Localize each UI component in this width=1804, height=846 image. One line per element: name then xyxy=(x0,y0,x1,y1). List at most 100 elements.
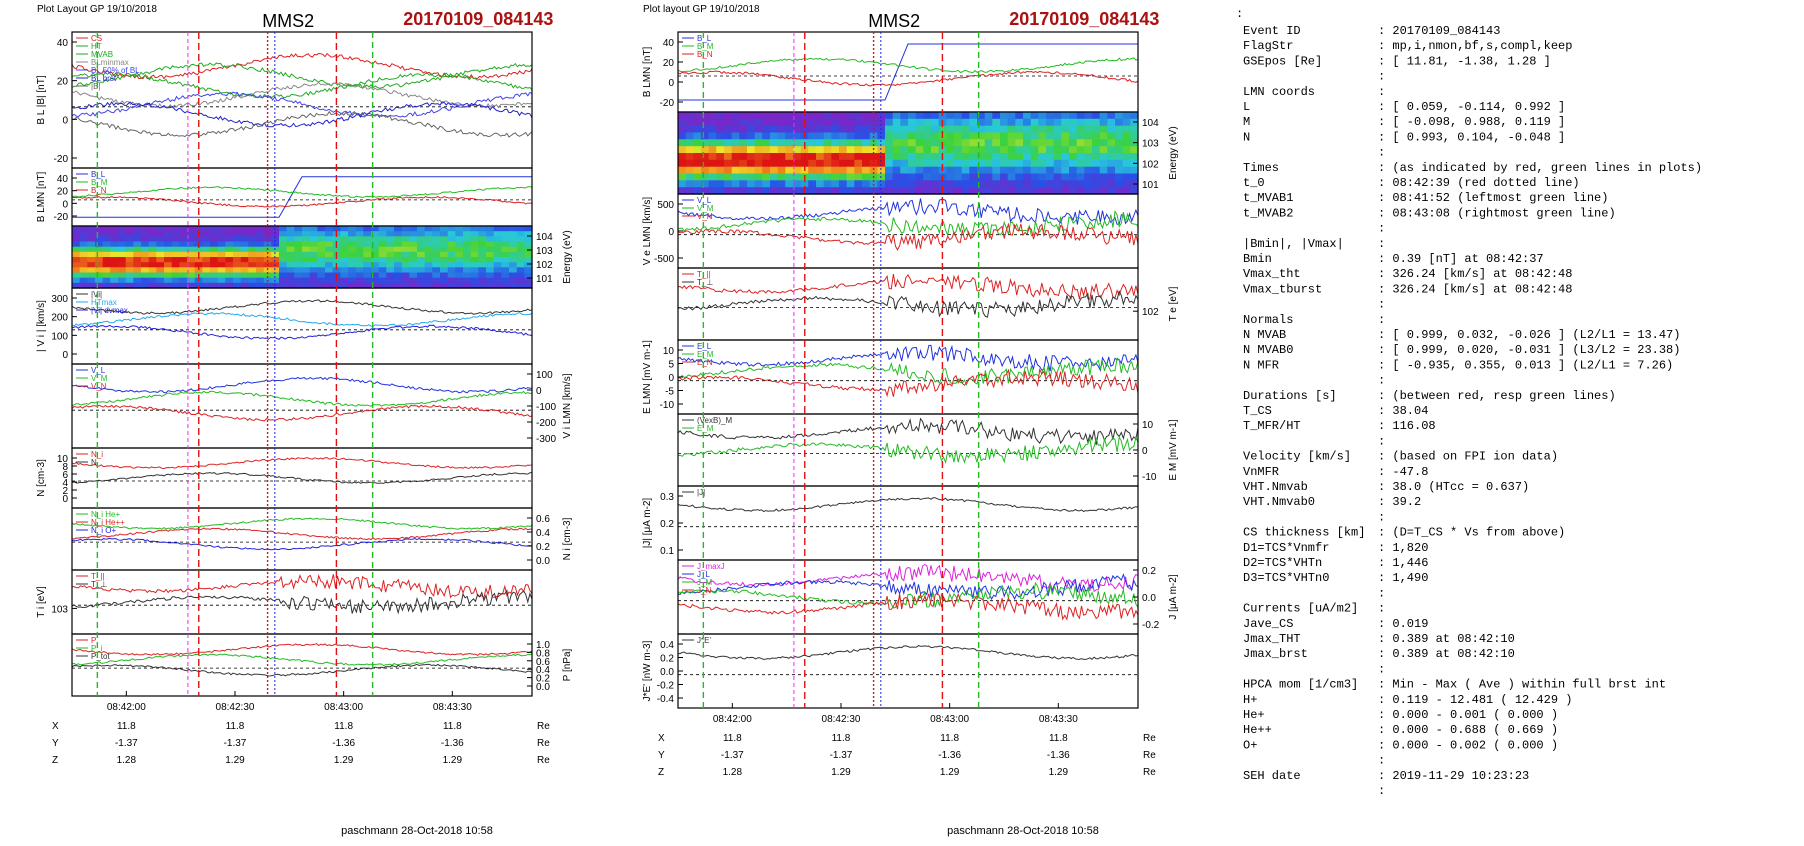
spectrogram-cell xyxy=(1092,146,1101,154)
spectrogram-cell xyxy=(470,236,479,243)
spectrogram-cell xyxy=(378,267,387,274)
spectrogram-cell xyxy=(409,262,418,268)
y-tick-label: 2 xyxy=(62,486,68,497)
spectrogram-cell xyxy=(877,146,886,154)
spectrogram-cell xyxy=(325,246,334,253)
spectrogram-cell xyxy=(148,246,157,253)
spectrogram-cell xyxy=(754,159,763,168)
spectrogram-cell xyxy=(1130,166,1139,175)
spectrogram-cell xyxy=(992,159,1001,168)
x-tick-label: 08:42:00 xyxy=(107,702,146,713)
spectrogram-cell xyxy=(839,187,848,195)
spectrogram-cell xyxy=(731,180,740,188)
spectrogram-cell xyxy=(1000,166,1009,175)
spectrogram-cell xyxy=(256,246,265,253)
info-value: : xyxy=(1378,434,1385,448)
spectrogram-cell xyxy=(95,241,104,248)
spectrogram-cell xyxy=(731,173,740,181)
spectrogram-cell xyxy=(524,241,533,248)
spectrogram-cell xyxy=(1053,173,1062,181)
spectrogram-cell xyxy=(271,241,280,248)
spectrogram-cell xyxy=(493,267,502,274)
spectrogram-cell xyxy=(424,257,433,263)
spectrogram-cell xyxy=(194,226,203,232)
spectrogram-cell xyxy=(808,118,817,127)
spectrogram-cell xyxy=(831,146,840,154)
spectrogram-cell xyxy=(1107,153,1116,161)
spectrogram-cell xyxy=(1107,139,1116,147)
info-colon: : xyxy=(1236,7,1243,21)
spectrogram-cell xyxy=(977,173,986,181)
spectrogram-cell xyxy=(716,118,725,127)
spectrogram-cell xyxy=(409,267,418,274)
legend-entry: V_L xyxy=(91,366,106,375)
spectrogram-cell xyxy=(179,277,188,284)
spectrogram-cell xyxy=(447,277,456,284)
spectrogram-cell xyxy=(900,118,909,127)
spectrogram-cell xyxy=(72,277,81,284)
data-trace xyxy=(71,324,533,340)
spectrogram-cell xyxy=(325,272,334,279)
spectrogram-cell xyxy=(823,173,832,181)
spectrogram-cell xyxy=(1023,132,1032,140)
spectrogram-cell xyxy=(194,267,203,274)
spectrogram-cell xyxy=(440,257,449,263)
info-value: : xyxy=(1378,510,1385,524)
spectrogram-cell xyxy=(1015,187,1024,195)
spectrogram-cell xyxy=(424,277,433,284)
spectrogram-cell xyxy=(961,125,970,134)
spectrogram-cell xyxy=(478,282,487,289)
spectrogram-cell xyxy=(1030,159,1039,168)
spectrogram-cell xyxy=(1115,132,1124,140)
spectrogram-cell xyxy=(164,231,173,237)
spectrogram-cell xyxy=(409,257,418,263)
spectrogram-cell xyxy=(1023,187,1032,195)
spectrogram-cell xyxy=(1130,132,1139,140)
spectrogram-cell xyxy=(724,166,733,175)
spectrogram-cell xyxy=(808,146,817,154)
spectrogram-cell xyxy=(915,125,924,134)
spectrogram-cell xyxy=(1092,187,1101,195)
spectrogram-cell xyxy=(524,282,533,289)
spectrogram-cell xyxy=(1061,153,1070,161)
spectrogram-cell xyxy=(141,272,150,279)
spectrogram-cell xyxy=(302,231,311,237)
spectrogram-cell xyxy=(501,272,510,279)
info-value: : (as indicated by red, green lines in p… xyxy=(1378,161,1702,175)
spectrogram-cell xyxy=(394,272,403,279)
spectrogram-cell xyxy=(279,251,288,258)
y-axis-label: B L |B| [nT] xyxy=(36,75,47,125)
y-tick-label: 300 xyxy=(51,294,68,305)
y-tick-label: 103 xyxy=(536,246,553,257)
spectrogram-cell xyxy=(72,272,81,279)
spectrogram-cell xyxy=(739,153,748,161)
spectrogram-cell xyxy=(946,118,955,127)
spectrogram-cell xyxy=(79,262,88,268)
spectrogram-cell xyxy=(248,241,257,248)
spectrogram-cell xyxy=(961,146,970,154)
spectrogram-cell xyxy=(148,241,157,248)
y-tick-label: -10 xyxy=(660,400,675,411)
spectrogram-cell xyxy=(79,277,88,284)
spectrogram-cell xyxy=(294,282,303,289)
spectrogram-cell xyxy=(1076,153,1085,161)
spectrogram-cell xyxy=(716,153,725,161)
y-axis-label: Energy (eV) xyxy=(562,230,573,283)
spectrogram-cell xyxy=(969,125,978,134)
spectrogram-cell xyxy=(156,262,165,268)
spectrogram-cell xyxy=(317,231,326,237)
spectrogram-cell xyxy=(493,236,502,243)
spectrogram-cell xyxy=(1099,166,1108,175)
orbit-unit: Re xyxy=(537,721,550,732)
spectrogram-cell xyxy=(133,246,142,253)
legend-entry: V_L xyxy=(697,196,712,205)
plot-header: Plot layout GP 19/10/2018 xyxy=(643,4,760,15)
spectrogram-cell xyxy=(302,246,311,253)
spectrogram-cell xyxy=(486,226,495,232)
spectrogram-cell xyxy=(87,246,96,253)
spectrogram-cell xyxy=(363,231,372,237)
spectrogram-cell xyxy=(202,282,211,289)
spectrogram-cell xyxy=(141,262,150,268)
spectrogram-cell xyxy=(156,251,165,258)
spectrogram-cell xyxy=(309,231,318,237)
